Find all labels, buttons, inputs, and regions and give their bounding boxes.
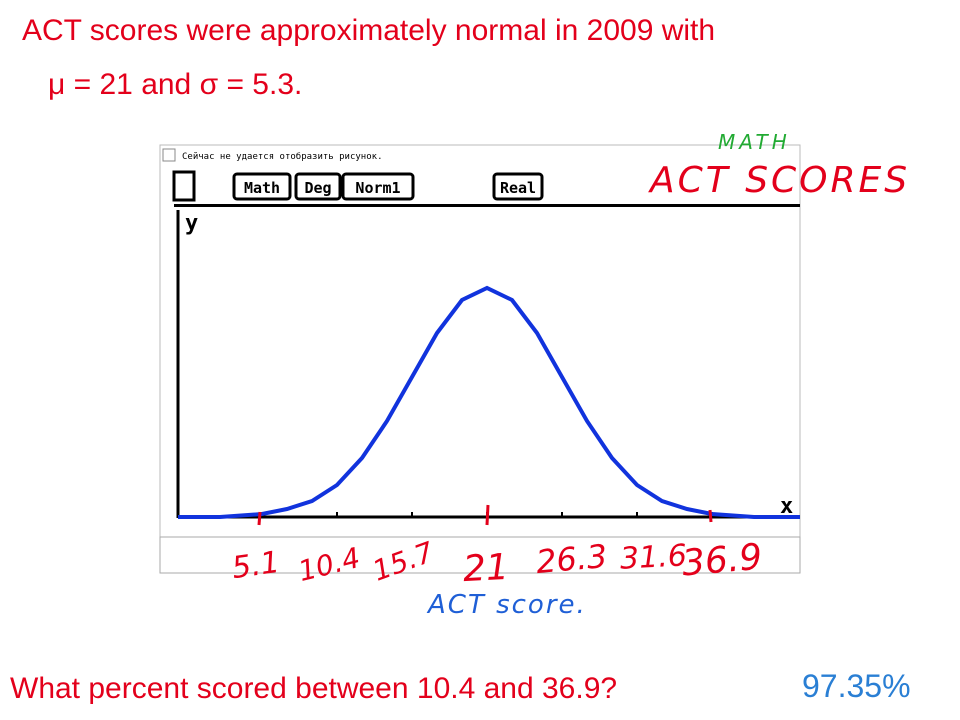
bottom-strip	[159, 536, 801, 574]
x-label: x	[780, 494, 793, 519]
title-line: ACT scores were approximately normal in …	[22, 14, 716, 47]
button-box	[341, 172, 415, 201]
question: What percent scored between 10.4 and 36.…	[10, 672, 618, 705]
battery	[172, 170, 196, 202]
handwritten-tick: 31.6	[619, 538, 688, 577]
mu: μ	[48, 68, 66, 101]
handwritten-tick: 5.1	[229, 544, 282, 587]
handwritten-tick: 21	[461, 546, 510, 591]
header-line	[174, 204, 800, 207]
icon	[162, 148, 176, 162]
hand-ticks	[257, 504, 713, 526]
answer: 97.35%	[802, 668, 911, 704]
button-label: Norm1	[355, 179, 400, 197]
handwritten-tick: 36.9	[680, 536, 764, 585]
handwritten: ACT SCORES	[650, 160, 911, 201]
text: = 5.3.	[218, 68, 303, 101]
y-label: y	[185, 211, 198, 236]
missing-image: Сейчас не удается отобразить рисунок.	[182, 151, 382, 162]
normal-curve	[178, 285, 800, 519]
button-label: Deg	[304, 179, 331, 197]
button-box	[294, 172, 342, 201]
sigma: σ	[199, 68, 219, 101]
frame	[159, 144, 801, 574]
title-line: μ = 21 and σ = 5.3.	[48, 68, 302, 102]
handwritten: MATH	[718, 130, 791, 154]
button-box	[492, 172, 544, 201]
button-label: Math	[244, 179, 280, 197]
button-box	[232, 172, 292, 201]
text: = 21 and	[65, 68, 200, 101]
handwritten-tick: 26.3	[534, 536, 609, 582]
handwritten: ACT score.	[428, 590, 587, 620]
button-label: Real	[500, 179, 536, 197]
